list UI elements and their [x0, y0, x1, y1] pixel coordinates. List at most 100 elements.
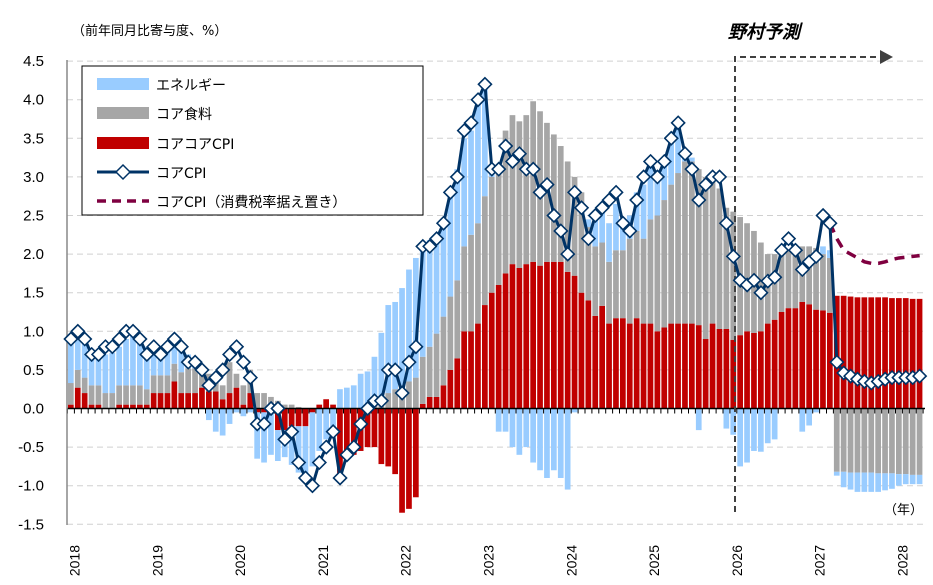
core-cpi-point: [332, 470, 348, 486]
arrowhead-icon: [880, 50, 893, 64]
bar-corecore: [275, 408, 281, 431]
bar-energy: [833, 471, 840, 476]
x-unit-label: （年）: [884, 503, 923, 518]
bar-corecore: [378, 408, 385, 465]
bar-energy: [502, 408, 509, 432]
bar-corecore: [709, 323, 716, 409]
y-tick-label: 1.0: [23, 323, 44, 340]
bar-energy: [447, 190, 454, 297]
bar-corecore: [902, 298, 909, 409]
bar-food: [212, 381, 219, 392]
core-cpi-point: [429, 231, 445, 247]
bar-food: [806, 246, 812, 305]
bar-energy: [426, 240, 433, 347]
bar-food: [626, 238, 633, 324]
bar-corecore: [433, 396, 440, 409]
bar-food: [744, 223, 750, 332]
core-cpi-point: [553, 223, 569, 239]
bar-food: [509, 115, 516, 265]
core-cpi-point: [318, 439, 334, 455]
bar-corecore: [530, 261, 536, 409]
bar-food: [854, 408, 861, 473]
bar-corecore: [240, 404, 247, 409]
bar-food: [150, 375, 157, 394]
core-cpi-point: [408, 339, 424, 355]
forecast-marker: 野村予測: [728, 22, 893, 512]
bar-food: [633, 230, 640, 319]
bar-energy: [268, 412, 274, 455]
bar-energy: [668, 142, 674, 185]
bar-energy: [689, 157, 695, 162]
core-cpi-point: [560, 246, 576, 262]
bar-energy: [323, 408, 329, 440]
y-tick-label: 3.0: [23, 169, 44, 186]
core-cpi-point: [277, 431, 293, 448]
bar-corecore: [95, 404, 102, 409]
bar-corecore: [475, 323, 481, 409]
core-cpi-point: [291, 454, 307, 471]
bar-food: [523, 115, 530, 265]
core-cpi-point: [580, 231, 597, 247]
bar-food: [261, 393, 267, 409]
bar-energy: [413, 257, 419, 378]
core-cpi-point: [594, 200, 610, 216]
bar-energy: [350, 385, 357, 409]
bar-food: [475, 223, 481, 324]
bar-energy: [840, 471, 847, 488]
legend-swatch-energy: [97, 78, 149, 90]
bar-corecore: [68, 404, 74, 409]
bar-energy: [461, 138, 467, 247]
bar-energy: [751, 408, 757, 451]
core-cpi-point: [77, 331, 93, 347]
bar-energy: [847, 472, 854, 490]
year-label: 2018: [67, 545, 83, 576]
bar-corecore: [668, 323, 674, 409]
bar-corecore: [137, 404, 143, 409]
core-cpi-point: [146, 339, 162, 355]
bar-food: [240, 385, 247, 405]
bar-food: [530, 101, 536, 262]
bar-corecore: [337, 408, 343, 475]
bar-corecore: [840, 295, 847, 409]
bar-corecore: [206, 391, 212, 409]
bar-energy: [226, 408, 233, 424]
bar-corecore: [820, 310, 826, 409]
bar-corecore: [585, 300, 592, 409]
bar-energy: [557, 408, 564, 478]
bar-corecore: [413, 408, 419, 498]
bar-food: [468, 234, 474, 332]
y-tick-label: -1.0: [18, 478, 44, 495]
bar-energy: [813, 408, 819, 413]
bar-energy: [475, 103, 481, 224]
bar-corecore: [571, 275, 578, 409]
core-cpi-point: [691, 192, 707, 208]
bar-energy: [806, 408, 812, 426]
bar-corecore: [606, 323, 612, 409]
bar-food: [454, 280, 461, 359]
bar-corecore: [799, 301, 806, 409]
bar-food: [288, 404, 295, 409]
bar-corecore: [599, 305, 605, 409]
core-cpi-point: [822, 215, 838, 231]
bar-corecore: [288, 408, 295, 427]
core-cpi-point: [401, 354, 417, 370]
bar-corecore: [454, 358, 461, 409]
core-cpi-point: [187, 354, 203, 370]
bar-food: [164, 375, 171, 394]
core-cpi-point: [456, 122, 472, 139]
bar-food: [613, 250, 619, 319]
bar-corecore: [537, 265, 543, 409]
bar-corecore: [150, 393, 157, 409]
bar-energy: [758, 408, 764, 452]
core-cpi-point: [491, 161, 507, 177]
bar-corecore: [730, 339, 737, 409]
core-cpi-point: [629, 192, 645, 208]
bar-corecore: [551, 261, 557, 409]
bar-food: [599, 242, 605, 306]
bar-energy: [537, 408, 543, 471]
core-cpi-point: [470, 92, 486, 108]
bar-energy: [171, 342, 178, 364]
bar-energy: [378, 332, 385, 401]
bar-corecore: [854, 297, 861, 409]
bar-food: [689, 161, 695, 324]
